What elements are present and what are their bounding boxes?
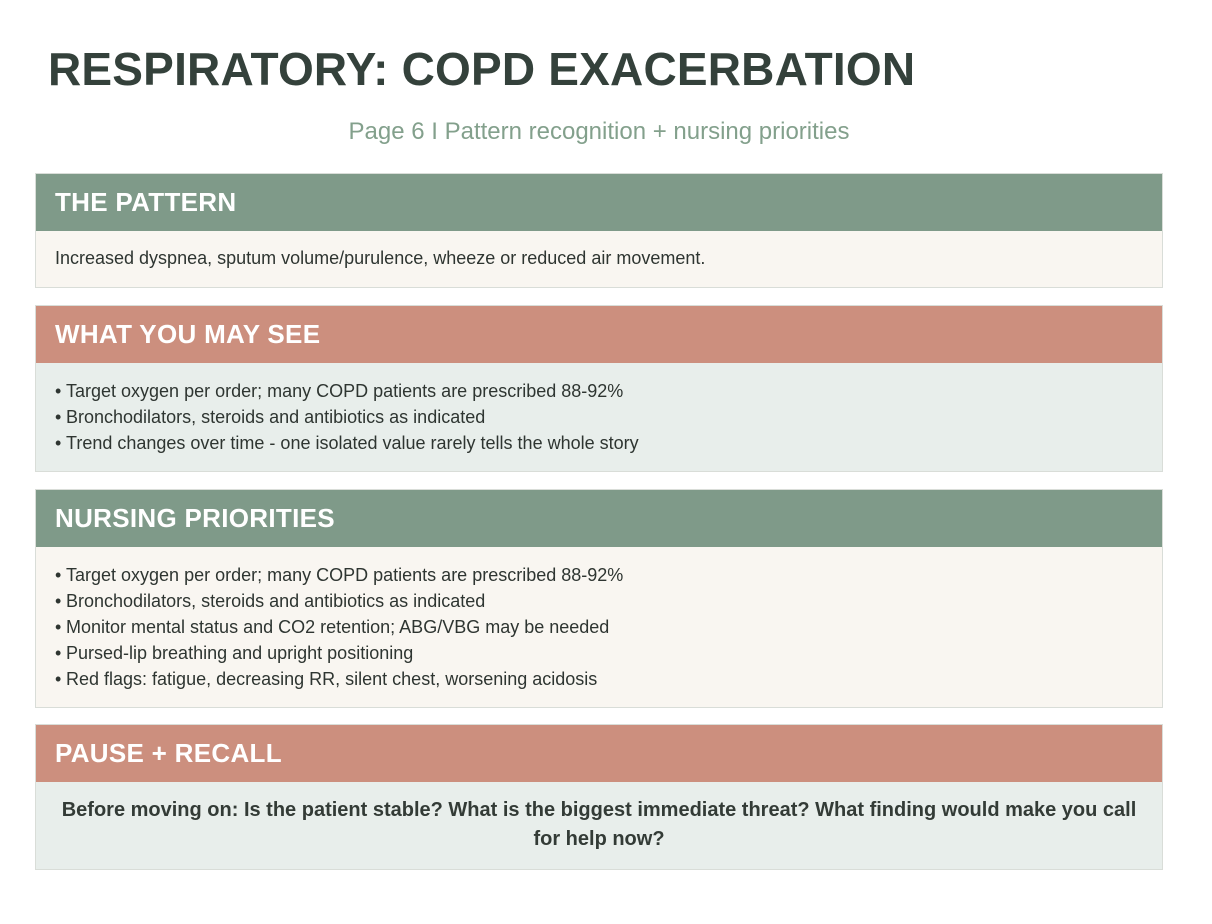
pattern-text: Increased dyspnea, sputum volume/purulen… bbox=[55, 248, 706, 268]
nursing-priorities-heading: NURSING PRIORITIES bbox=[36, 490, 1162, 547]
priority-list-item: • Red flags: fatigue, decreasing RR, sile… bbox=[55, 666, 1143, 692]
priority-item-text: Pursed-lip breathing and upright positio… bbox=[66, 643, 414, 663]
bullet-icon: • bbox=[55, 381, 62, 401]
priority-item-text: Monitor mental status and CO2 retention;… bbox=[66, 617, 610, 637]
see-list-item: • Trend changes over time - one isolated … bbox=[55, 430, 1143, 456]
pattern-card: THE PATTERN Increased dyspnea, sputum vo… bbox=[35, 173, 1163, 288]
priority-item-text: Bronchodilators, steroids and antibiotic… bbox=[66, 591, 486, 611]
bullet-icon: • bbox=[55, 643, 62, 663]
bullet-icon: • bbox=[55, 591, 62, 611]
what-you-may-see-heading: WHAT YOU MAY SEE bbox=[36, 306, 1162, 363]
priority-list-item: • Target oxygen per order; many COPD pati… bbox=[55, 562, 1143, 588]
nursing-priorities-card: NURSING PRIORITIES • Target oxygen per or… bbox=[35, 489, 1163, 708]
bullet-icon: • bbox=[55, 617, 62, 637]
nursing-priorities-body: • Target oxygen per order; many COPD pati… bbox=[36, 547, 1162, 707]
page-title: RESPIRATORY: COPD EXACERBATION bbox=[48, 43, 916, 95]
page-subtitle: Page 6 I Pattern recognition + nursing p… bbox=[348, 118, 850, 145]
pattern-card-heading: THE PATTERN bbox=[36, 174, 1162, 231]
priority-list-item: • Bronchodilators, steroids and antibioti… bbox=[55, 588, 1143, 614]
priority-item-text: Target oxygen per order; many COPD patie… bbox=[66, 565, 624, 585]
what-you-may-see-body: • Target oxygen per order; many COPD pati… bbox=[36, 363, 1162, 471]
pause-recall-text: Before moving on: Is the patient stable?… bbox=[61, 799, 1137, 850]
see-item-text: Bronchodilators, steroids and antibiotic… bbox=[66, 407, 486, 427]
pause-recall-heading: PAUSE + RECALL bbox=[36, 725, 1162, 782]
priority-list-item: • Monitor mental status and CO2 retention… bbox=[55, 614, 1143, 640]
see-list-item: • Bronchodilators, steroids and antibioti… bbox=[55, 404, 1143, 430]
pattern-card-body: Increased dyspnea, sputum volume/purulen… bbox=[36, 231, 1162, 287]
priority-list-item: • Pursed-lip breathing and upright positi… bbox=[55, 640, 1143, 666]
see-item-text: Target oxygen per order; many COPD patie… bbox=[66, 381, 624, 401]
bullet-icon: • bbox=[55, 433, 62, 453]
bullet-icon: • bbox=[55, 669, 62, 689]
bullet-icon: • bbox=[55, 407, 62, 427]
see-list-item: • Target oxygen per order; many COPD pati… bbox=[55, 378, 1143, 404]
priority-item-text: Red flags: fatigue, decreasing RR, silen… bbox=[66, 669, 598, 689]
see-item-text: Trend changes over time - one isolated v… bbox=[66, 433, 639, 453]
pause-recall-body: Before moving on: Is the patient stable?… bbox=[36, 782, 1162, 869]
bullet-icon: • bbox=[55, 565, 62, 585]
pause-recall-card: PAUSE + RECALL Before moving on: Is the … bbox=[35, 724, 1163, 870]
what-you-may-see-card: WHAT YOU MAY SEE • Target oxygen per orde… bbox=[35, 305, 1163, 472]
